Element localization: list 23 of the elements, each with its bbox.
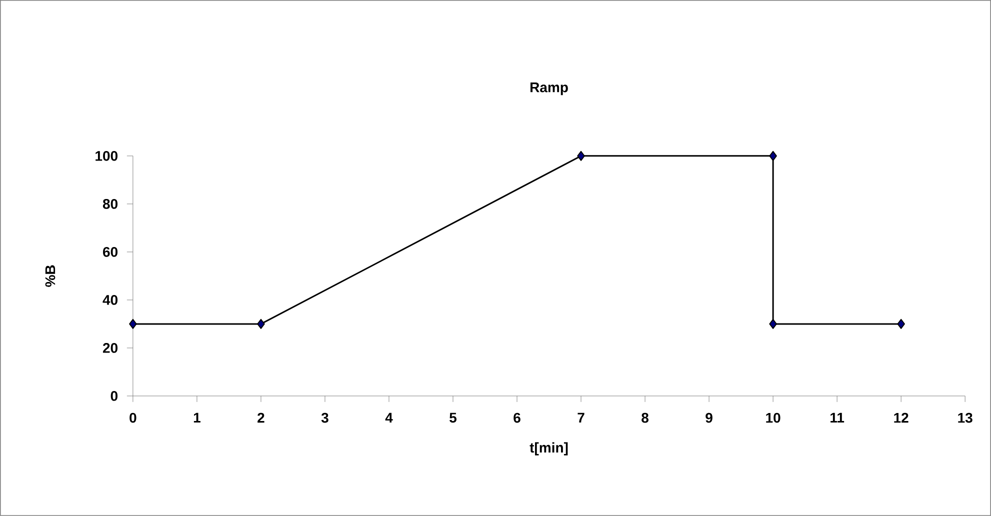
x-axis-title: t[min] xyxy=(530,442,568,456)
y-tick-label: 80 xyxy=(102,199,118,209)
x-tick-label: 9 xyxy=(706,412,712,423)
x-tick-label: 0 xyxy=(130,412,136,423)
x-tick-label: 6 xyxy=(514,412,520,423)
y-axis-title: %B xyxy=(45,265,56,287)
y-tick-label: 0 xyxy=(110,391,118,401)
x-tick-label: 8 xyxy=(642,412,648,423)
x-tick-label: 5 xyxy=(450,412,456,423)
x-tick-label: 4 xyxy=(385,412,393,423)
x-tick-label: 7 xyxy=(578,412,584,423)
x-tick-label: 13 xyxy=(958,412,972,423)
x-tick-label: 11 xyxy=(830,412,844,423)
x-tick-label: 12 xyxy=(894,412,908,423)
y-tick-label: 40 xyxy=(102,295,118,305)
x-tick-label: 10 xyxy=(766,412,780,423)
y-tick-label: 60 xyxy=(103,247,118,257)
x-tick-label: 3 xyxy=(321,412,328,423)
x-tick-label: 2 xyxy=(258,412,264,423)
y-tick-label: 100 xyxy=(96,151,118,161)
x-tick-label: 1 xyxy=(194,412,200,423)
chart-title: Ramp xyxy=(530,82,568,96)
y-tick-label: 20 xyxy=(102,343,118,353)
